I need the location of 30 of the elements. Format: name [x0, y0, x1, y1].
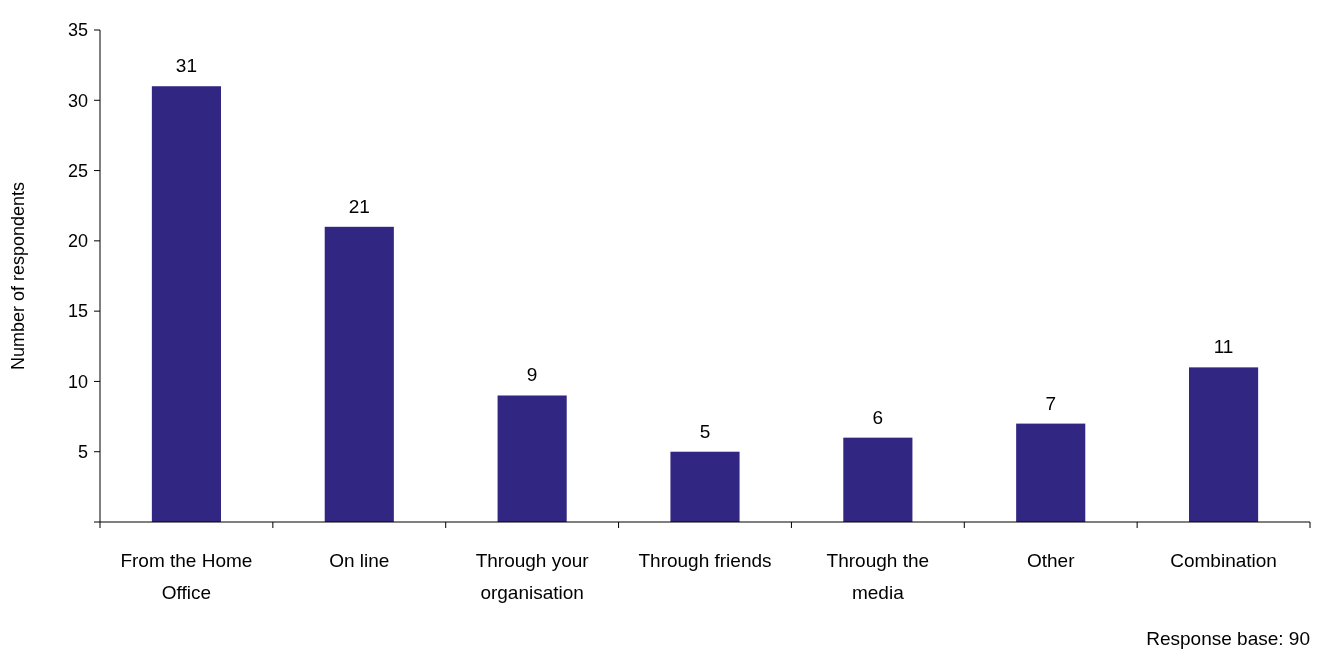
data-label: 9: [526, 364, 538, 386]
x-tick-label: On line: [329, 550, 390, 571]
data-label: 11: [1213, 336, 1234, 358]
x-tick-label: Through the media: [826, 550, 930, 603]
data-label: 21: [348, 195, 370, 217]
y-tick-label: 20: [67, 231, 88, 252]
x-tick-label: From the Home Office: [120, 550, 253, 603]
y-tick-label: 35: [67, 20, 88, 41]
bar: [151, 86, 221, 522]
bar: [497, 395, 567, 522]
data-label: 5: [699, 420, 711, 442]
bar: [324, 226, 394, 522]
bar: [670, 451, 740, 522]
x-tick-label: Combination: [1170, 550, 1277, 571]
y-tick-label: 25: [67, 160, 88, 181]
y-tick-label: 5: [77, 442, 88, 463]
bar: [843, 437, 913, 522]
x-tick-label: Through your organisation: [475, 550, 590, 603]
y-axis-title: Number of respondents: [8, 181, 28, 371]
text: Response base: 90: [1146, 628, 1310, 649]
y-tick-label: 30: [67, 90, 88, 111]
bar: [1016, 423, 1086, 522]
bar: [1189, 367, 1259, 522]
y-tick-label: 15: [67, 301, 88, 322]
data-label: 6: [872, 406, 884, 428]
y-tick-label: 10: [67, 371, 88, 392]
data-label: 31: [175, 55, 197, 77]
x-tick-label: Other: [1026, 550, 1076, 571]
x-tick-label: Through friends: [638, 550, 772, 571]
data-label: 7: [1045, 392, 1056, 414]
